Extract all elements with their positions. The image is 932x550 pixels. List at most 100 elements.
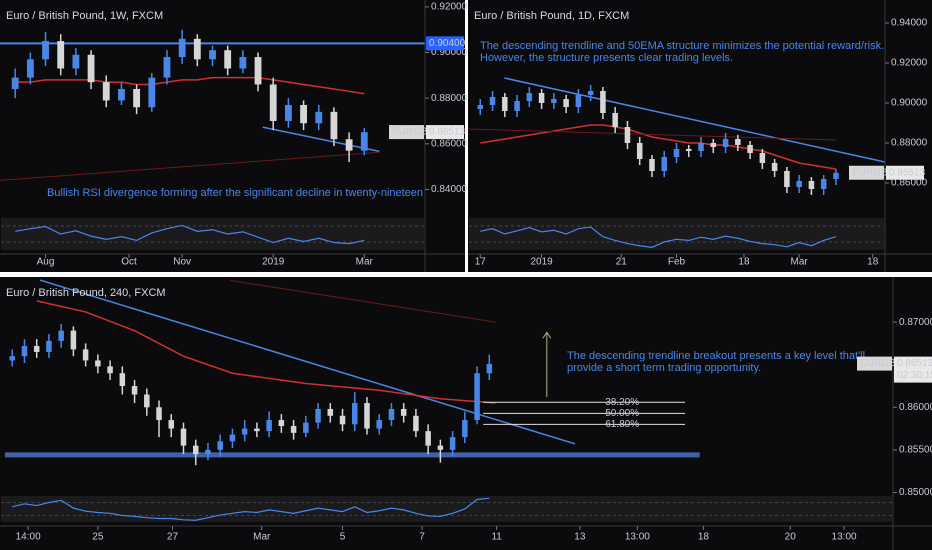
bar-body [600,91,606,113]
overlay-line [480,124,837,170]
last-price: 0.86513 [889,167,926,178]
bar-body [168,420,175,429]
bar-body [119,373,126,386]
x-tick-label: 13:00 [832,532,857,543]
bar-body [180,428,187,446]
price-label-box [426,36,464,51]
bar-body [376,420,382,429]
bar-body [192,445,199,455]
bar-body [57,41,65,69]
symbol-label: EURGBP [860,358,903,369]
symbol-box [849,165,884,180]
rsi-pane [469,218,884,250]
bar-body [747,145,753,153]
annotation: However, the structure presents clear tr… [480,52,733,64]
x-tick-label: 2019 [530,257,553,268]
y-tick-label: 0.86000 [431,138,468,149]
last-price-box [426,125,464,140]
bar-body [735,139,741,145]
bar-body [118,89,125,101]
x-tick-label: 13:00 [625,532,650,543]
bar-body [178,38,186,58]
bar-body [649,159,655,171]
bar-body [833,172,839,179]
bar-body [486,363,493,374]
x-tick-label: 13 [574,532,586,543]
x-tick-label: 18 [698,532,710,543]
y-tick-label: 0.88000 [891,138,928,149]
price-pane [0,29,425,181]
bar-body [205,449,211,455]
x-tick-label: 20 [785,532,797,543]
symbol-box [389,125,424,140]
x-tick-label: Mar [791,257,809,268]
chart-title: Euro / British Pound, 1W, FXCM [6,10,163,22]
bar-body [278,420,285,427]
bar-body [796,181,802,187]
bar-body [563,99,569,107]
bar-body [808,181,815,189]
bar-body [352,403,358,425]
bar-body [489,97,496,105]
price-pane [4,279,700,466]
x-tick-label: 17 [475,257,487,268]
x-tick-label: Nov [173,257,191,268]
bar-body [502,97,508,111]
price-pane [468,77,885,195]
bar-body [636,143,643,159]
bar-body [784,171,790,187]
bar-body [107,366,113,374]
bar-body [400,408,407,416]
bar-body [339,415,346,425]
bar-body [300,105,307,124]
bar-body [449,437,456,450]
bar-body [209,50,216,60]
rsi-line [12,497,490,521]
x-tick-label: 11 [491,532,502,543]
last-price: 0.86513 [897,358,932,369]
target-arrow-head [542,331,552,339]
symbol-box [857,356,892,371]
y-tick-label: 0.87000 [899,317,932,328]
bar-body [820,179,827,189]
x-tick-label: 27 [167,532,179,543]
bar-body [514,101,520,111]
bar-body [437,445,444,450]
overlay-line [504,77,885,163]
symbol-label: EURGBP [392,127,435,138]
bar-body [587,91,594,95]
last-price-box [886,165,924,180]
bar-body [345,139,353,151]
bar-body [710,143,717,147]
x-tick-label: Aug [37,257,55,268]
bar-body [229,434,236,442]
bar-body [58,330,64,341]
bar-body [425,431,431,446]
bar-body [46,340,52,352]
fib-label: 50.00% [605,408,639,419]
x-tick-label: Mar [356,257,374,268]
bar-body [722,139,729,147]
bar-body [673,149,680,157]
annotation: The descending trendline and 50EMA struc… [480,40,884,52]
price-label: 0.90400 [429,38,466,49]
bar-body [95,360,101,367]
overlay-line [39,279,576,445]
bar-body [330,111,338,140]
x-tick-label: 18 [867,257,879,268]
rsi-line [480,226,837,248]
fib-label: 38.20% [605,397,639,408]
bar-body [462,420,468,438]
last-price: 0.86513 [429,127,466,138]
bar-body [269,84,277,121]
bar-body [217,441,223,450]
x-tick-label: 7 [419,532,425,543]
overlay-line [468,128,836,141]
annotation: provide a short term trading opportunity… [567,362,761,374]
y-tick-label: 0.92000 [431,1,468,12]
bar-body [156,407,162,421]
bar-body [241,428,248,435]
bar-body [771,163,778,171]
bar-body [612,113,618,127]
